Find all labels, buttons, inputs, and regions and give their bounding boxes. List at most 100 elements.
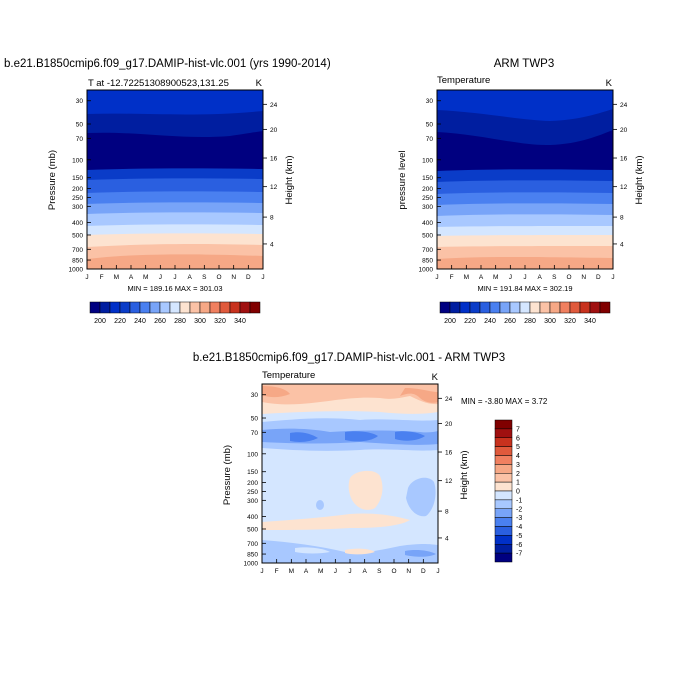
panel-model: b.e21.B1850cmip6.f09_g17.DAMIP-hist-vlc.… — [4, 58, 331, 325]
colorbar-label: 4 — [516, 453, 520, 460]
p3-sfc-warm — [345, 548, 375, 555]
colorbar-swatch — [549, 301, 561, 314]
colorbar-swatch — [219, 301, 231, 314]
y-tick-label: 300 — [422, 204, 433, 211]
colorbar-label: 220 — [464, 318, 476, 325]
colorbar-swatch — [494, 499, 513, 509]
y-tick-label-right: 4 — [445, 535, 449, 542]
colorbar-swatch — [494, 455, 513, 465]
colorbar-swatch — [494, 544, 513, 554]
y-tick-label-right: 24 — [445, 396, 453, 403]
x-tick-label: J — [435, 274, 438, 281]
colorbar-swatch — [494, 481, 513, 492]
x-tick-label: J — [173, 274, 176, 281]
y-tick-label: 700 — [72, 247, 83, 254]
colorbar-swatch — [494, 464, 513, 474]
colorbar-label: 340 — [234, 318, 246, 325]
y-tick-label: 100 — [422, 157, 433, 164]
p3-cold-5 — [395, 431, 425, 441]
y-tick-label-right: 8 — [445, 509, 449, 516]
p3-low-warm — [262, 513, 410, 530]
colorbar-swatch — [494, 446, 513, 456]
panel1-y-ticks-right: 24 20 16 12 8 4 — [263, 102, 278, 248]
colorbar-label: 200 — [94, 318, 106, 325]
panel2-y-ticks: 30 50 70 100 150 200 250 300 400 500 700 850 1000 — [419, 98, 441, 274]
colorbar-label: 1 — [516, 480, 520, 487]
y-tick-label: 500 — [247, 526, 258, 533]
colorbar-swatch — [494, 419, 513, 430]
p3-sfc-cool — [262, 540, 438, 563]
panel1-title: b.e21.B1850cmip6.f09_g17.DAMIP-hist-vlc.… — [4, 58, 331, 70]
x-tick-label: J — [523, 274, 526, 281]
panel3-title: b.e21.B1850cmip6.f09_g17.DAMIP-hist-vlc.… — [193, 352, 505, 364]
colorbar-swatch — [189, 301, 201, 314]
colorbar-swatch — [89, 301, 101, 314]
y-tick-label: 500 — [422, 232, 433, 239]
colorbar-label: 300 — [544, 318, 556, 325]
x-tick-label: J — [159, 274, 162, 281]
colorbar-swatch — [529, 301, 541, 314]
x-tick-label: D — [596, 274, 601, 281]
y-tick-label: 150 — [422, 175, 433, 182]
x-tick-label: A — [362, 568, 367, 575]
colorbar-label: 280 — [174, 318, 186, 325]
colorbar-swatch — [139, 301, 151, 314]
panel3-contours — [262, 384, 438, 563]
colorbar-swatch — [494, 428, 513, 438]
y-tick-label: 400 — [422, 220, 433, 227]
y-tick-label: 30 — [426, 98, 434, 105]
colorbar-swatch — [499, 301, 511, 314]
panel2-y-ticks-right: 24 20 16 12 8 4 — [613, 102, 628, 248]
y-tick-label: 850 — [247, 552, 258, 559]
colorbar-swatch — [599, 301, 611, 314]
colorbar-swatch — [149, 301, 161, 314]
y-tick-label-right: 20 — [620, 127, 628, 134]
x-tick-label: O — [216, 274, 221, 281]
colorbar-swatch — [539, 301, 551, 314]
y-tick-label: 200 — [247, 480, 258, 487]
y-tick-label: 1000 — [244, 561, 259, 568]
p1-band-30 — [87, 90, 263, 115]
y-tick-label-right: 16 — [270, 156, 278, 163]
x-tick-label: J — [509, 274, 512, 281]
panel1-minmax: MIN = 189.16 MAX = 301.03 — [127, 284, 222, 293]
y-tick-label: 30 — [76, 98, 84, 105]
colorbar-swatch — [449, 301, 461, 314]
colorbar-label: 0 — [516, 489, 520, 496]
colorbar-swatch — [494, 508, 513, 518]
y-tick-label-right: 16 — [620, 156, 628, 163]
panel3-minmax: MIN = -3.80 MAX = 3.72 — [461, 397, 548, 406]
colorbar-swatch — [489, 301, 501, 314]
colorbar-swatch — [119, 301, 131, 314]
colorbar-label: -5 — [516, 533, 522, 540]
p3-cold-3 — [290, 432, 318, 442]
y-tick-label: 1000 — [69, 267, 84, 274]
colorbar-label: -3 — [516, 515, 522, 522]
panel2-contours — [437, 90, 613, 269]
y-tick-label: 500 — [72, 232, 83, 239]
p3-mid-warm — [348, 470, 383, 510]
x-tick-label: M — [143, 274, 148, 281]
y-tick-label: 400 — [247, 514, 258, 521]
colorbar-swatch — [209, 301, 221, 314]
y-tick-label: 50 — [426, 122, 434, 129]
colorbar-swatch — [179, 301, 191, 314]
colorbar-label: 260 — [154, 318, 166, 325]
y-tick-label: 850 — [72, 258, 83, 265]
x-tick-label: D — [246, 274, 251, 281]
x-tick-label: M — [493, 274, 498, 281]
x-tick-label: A — [187, 274, 192, 281]
y-tick-label: 250 — [422, 195, 433, 202]
colorbar-swatch — [439, 301, 451, 314]
y-tick-label: 200 — [422, 186, 433, 193]
colorbar-label: -6 — [516, 542, 522, 549]
x-tick-label: N — [231, 274, 236, 281]
colorbar-swatch — [129, 301, 141, 314]
colorbar-label: 3 — [516, 462, 520, 469]
x-tick-label: M — [114, 274, 119, 281]
x-tick-label: S — [552, 274, 557, 281]
colorbar-swatch — [509, 301, 521, 314]
x-tick-label: N — [406, 568, 411, 575]
